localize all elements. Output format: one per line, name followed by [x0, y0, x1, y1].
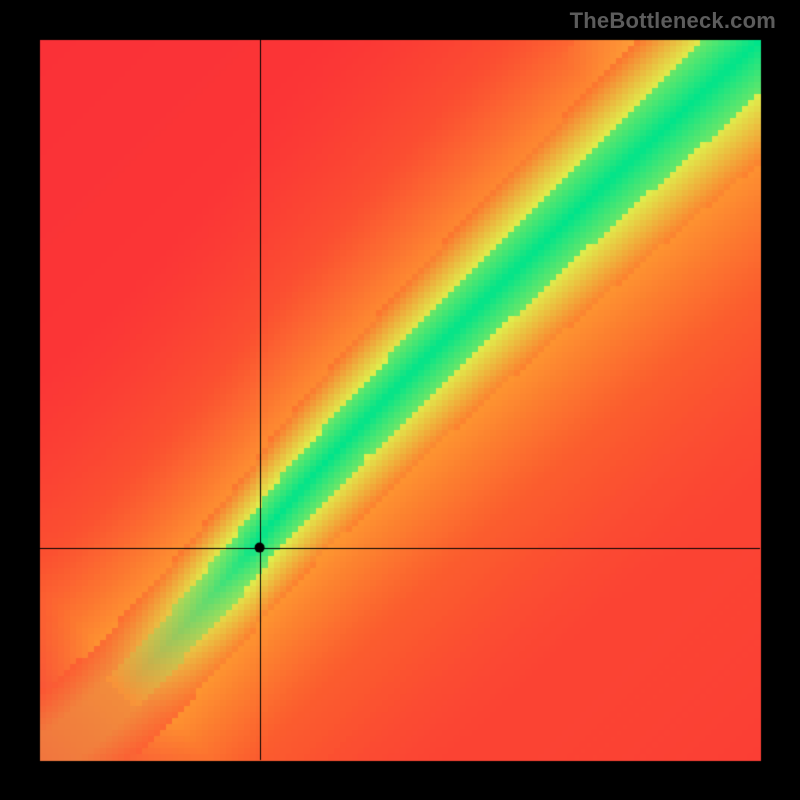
bottleneck-heatmap-canvas [0, 0, 800, 800]
chart-container: TheBottleneck.com [0, 0, 800, 800]
watermark-text: TheBottleneck.com [570, 8, 776, 34]
